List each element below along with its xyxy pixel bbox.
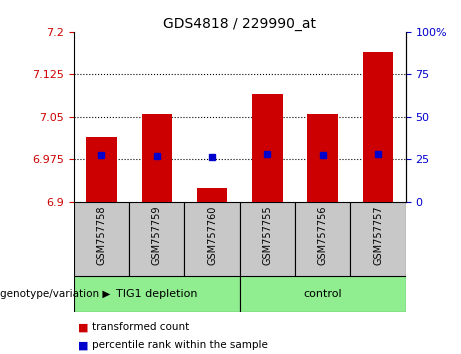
Bar <box>350 202 406 276</box>
Text: ■: ■ <box>78 322 89 332</box>
Bar <box>142 114 172 202</box>
Text: ■: ■ <box>78 340 89 350</box>
Bar <box>74 276 240 312</box>
Bar <box>74 202 129 276</box>
Bar <box>295 202 350 276</box>
Text: genotype/variation ▶: genotype/variation ▶ <box>0 289 110 299</box>
Text: GSM757757: GSM757757 <box>373 205 383 265</box>
Bar <box>197 188 227 202</box>
Text: GSM757759: GSM757759 <box>152 205 162 265</box>
Text: control: control <box>303 289 342 299</box>
Text: GSM757758: GSM757758 <box>96 205 106 265</box>
Text: GSM757755: GSM757755 <box>262 205 272 265</box>
Bar <box>240 276 406 312</box>
Bar <box>307 114 338 202</box>
Text: GSM757756: GSM757756 <box>318 205 328 265</box>
Text: transformed count: transformed count <box>92 322 189 332</box>
Bar <box>184 202 240 276</box>
Bar <box>129 202 184 276</box>
Text: GSM757760: GSM757760 <box>207 205 217 265</box>
Text: percentile rank within the sample: percentile rank within the sample <box>92 340 268 350</box>
Bar <box>86 137 117 202</box>
Bar <box>363 52 393 202</box>
Text: TIG1 depletion: TIG1 depletion <box>116 289 197 299</box>
Bar <box>252 94 283 202</box>
Title: GDS4818 / 229990_at: GDS4818 / 229990_at <box>163 17 316 31</box>
Bar <box>240 202 295 276</box>
